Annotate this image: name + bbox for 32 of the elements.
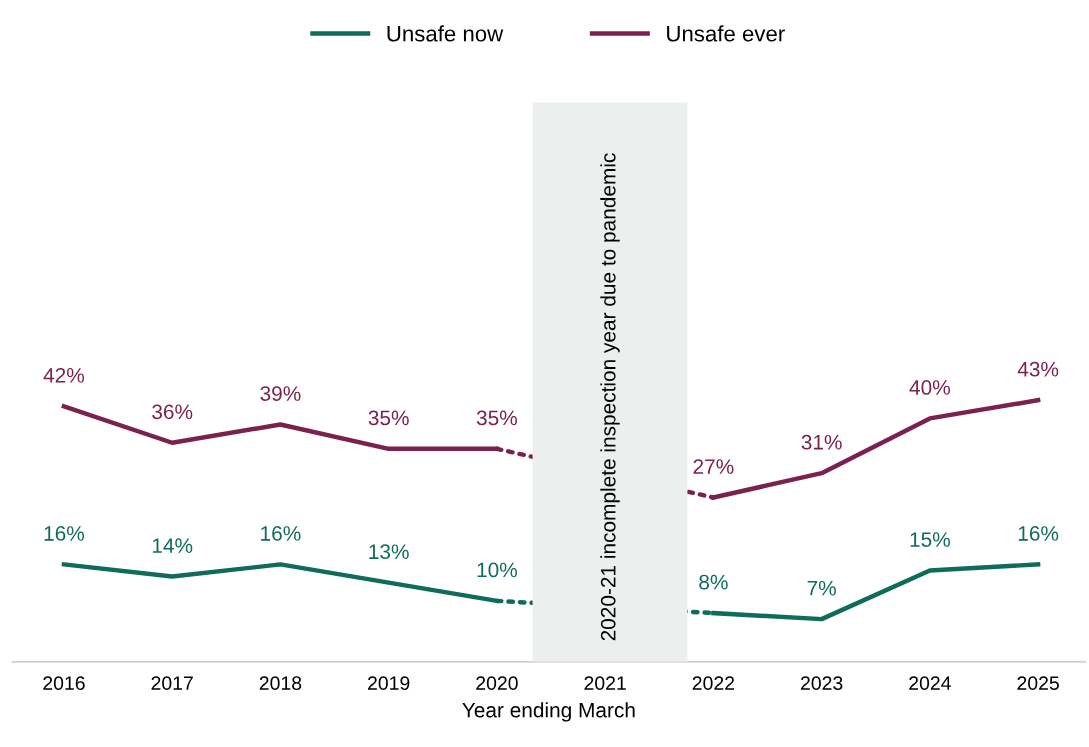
x-tick-label: 2021: [584, 676, 626, 691]
data-label: 16%: [44, 526, 85, 541]
data-label: 35%: [368, 410, 409, 426]
x-tick-label: 2019: [368, 676, 410, 691]
data-label: 39%: [260, 386, 301, 401]
x-tick-label: 2018: [259, 676, 302, 691]
data-label: 14%: [152, 538, 193, 553]
data-label: 42%: [43, 367, 85, 383]
legend-label: Unsafe now: [387, 25, 504, 42]
data-label: 10%: [477, 562, 518, 578]
data-label: 36%: [152, 404, 193, 420]
x-tick-label: 2022: [692, 676, 735, 691]
data-label: 13%: [369, 544, 409, 560]
data-label: 15%: [910, 532, 950, 547]
x-tick-label: 2017: [151, 676, 193, 691]
data-label: 43%: [1017, 361, 1059, 377]
data-label: 31%: [801, 434, 842, 450]
x-tick-label: 2016: [43, 676, 85, 691]
x-tick-label: 2020: [476, 676, 518, 691]
data-label: 16%: [261, 526, 301, 541]
data-label: 7%: [807, 580, 836, 596]
data-label: 16%: [1018, 526, 1059, 541]
x-tick-label: 2025: [1017, 676, 1059, 691]
band-label: 2020-21 incomplete inspection year due to pandemic: [600, 153, 620, 641]
legend-label: Unsafe ever: [667, 25, 785, 42]
x-tick-label: 2023: [800, 676, 843, 691]
data-label: 35%: [476, 410, 518, 426]
data-label: 8%: [699, 574, 728, 590]
data-label: 40%: [909, 380, 950, 395]
data-label: 27%: [693, 459, 734, 474]
x-tick-label: 2024: [909, 676, 951, 691]
x-axis-title: Year ending March: [462, 702, 635, 722]
